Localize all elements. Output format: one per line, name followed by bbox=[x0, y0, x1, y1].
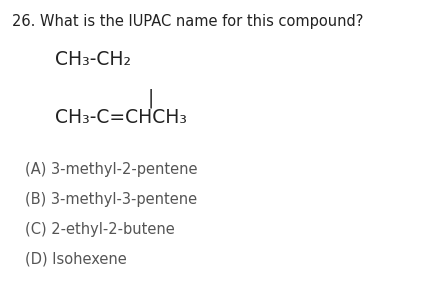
Text: |: | bbox=[148, 88, 154, 107]
Text: CH₃-C=CHCH₃: CH₃-C=CHCH₃ bbox=[55, 108, 187, 127]
Text: (D) Isohexene: (D) Isohexene bbox=[25, 252, 127, 267]
Text: (A) 3-methyl-2-pentene: (A) 3-methyl-2-pentene bbox=[25, 162, 198, 177]
Text: CH₃-CH₂: CH₃-CH₂ bbox=[55, 50, 131, 69]
Text: (C) 2-ethyl-2-butene: (C) 2-ethyl-2-butene bbox=[25, 222, 175, 237]
Text: (B) 3-methyl-3-pentene: (B) 3-methyl-3-pentene bbox=[25, 192, 197, 207]
Text: 26. What is the IUPAC name for this compound?: 26. What is the IUPAC name for this comp… bbox=[12, 14, 364, 29]
